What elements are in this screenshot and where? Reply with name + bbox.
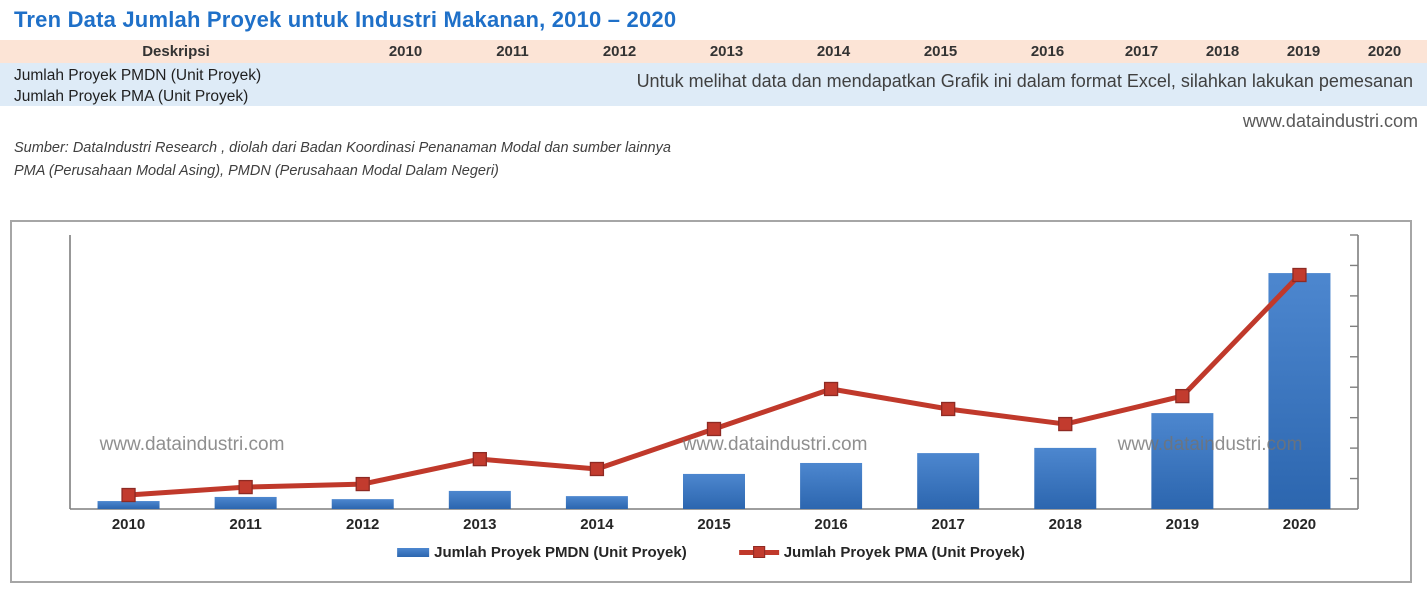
bar-2016 [800,462,863,509]
year-header-2013: 2013 [709,43,744,60]
combo-chart: 2010 2011 2012 2013 2014 2015 2016 2017 2018 2019… [69,234,1359,533]
page-title: Tren Data Jumlah Proyek untuk Industri M… [14,7,677,32]
marker-2019 [1175,388,1190,404]
x-label-2011: 2011 [229,516,262,533]
marker-2016 [823,381,839,397]
marker-2017 [941,401,956,417]
marker-2010 [121,487,136,503]
marker-2018 [1058,416,1073,432]
year-header-2015: 2015 [923,43,958,60]
year-header-2016: 2016 [1030,43,1065,60]
year-header-2018: 2018 [1205,43,1240,60]
legend-item-pmdn: Jumlah Proyek PMDN (Unit Proyek) [397,544,687,561]
chart-container: 2010 2011 2012 2013 2014 2015 2016 2017 2018 2019… [10,220,1412,583]
bar-2019 [1151,413,1214,509]
row-label-pma: Jumlah Proyek PMA (Unit Proyek) [14,88,249,105]
legend-bar-swatch-icon [397,548,430,557]
bar-2010 [97,501,160,509]
year-header-2019: 2019 [1286,43,1321,60]
pma-line [126,272,1302,498]
bar-2014 [565,496,628,509]
legend-label-pmdn: Jumlah Proyek PMDN (Unit Proyek) [434,544,687,561]
source-note: Sumber: DataIndustri Research , diolah d… [14,137,671,183]
x-label-2015: 2015 [697,516,730,533]
source-line-1: Sumber: DataIndustri Research , diolah d… [14,140,671,156]
legend-item-pma: Jumlah Proyek PMA (Unit Proyek) [738,544,1025,561]
marker-2020 [1292,267,1307,283]
table-row-labels: Jumlah Proyek PMDN (Unit Proyek) Jumlah … [14,65,261,107]
bar-2015 [683,473,745,509]
x-label-2014: 2014 [580,516,614,533]
bar-2012 [331,499,394,509]
legend-label-pma: Jumlah Proyek PMA (Unit Proyek) [783,544,1025,561]
x-label-2016: 2016 [814,516,847,533]
chart-legend: Jumlah Proyek PMDN (Unit Proyek) Jumlah … [397,544,1025,561]
row-label-pmdn: Jumlah Proyek PMDN (Unit Proyek) [14,67,262,84]
bar-2018 [1034,447,1097,509]
table-header-description: Deskripsi [142,43,210,60]
table-year-headers: 2010 2011 2012 2013 2014 2015 2016 2017 2018 2019… [352,43,1427,60]
marker-2012 [355,476,370,492]
marker-2014 [589,461,605,477]
x-label-2020: 2020 [1283,516,1316,533]
source-line-2: PMA (Perusahaan Modal Asing), PMDN (Peru… [14,163,499,179]
year-header-2011: 2011 [496,43,529,60]
marker-2011 [238,479,253,495]
bar-2017 [917,453,980,509]
year-header-2010: 2010 [388,43,423,60]
x-label-2010: 2010 [112,516,145,533]
marker-2013 [472,451,487,467]
x-label-2019: 2019 [1166,516,1199,533]
x-label-2012: 2012 [346,516,379,533]
table-data-band: Jumlah Proyek PMDN (Unit Proyek) Jumlah … [0,63,1427,106]
table-header-row: Deskripsi 2010 2011 2012 2013 2014 2015 2016 20… [0,40,1427,63]
legend-line-swatch-icon [738,546,779,559]
year-header-2017: 2017 [1124,43,1159,60]
bar-2013 [448,490,511,509]
order-note: Untuk melihat data dan mendapatkan Grafi… [636,71,1413,91]
x-label-2013: 2013 [463,516,496,533]
x-label-2018: 2018 [1049,516,1082,533]
bar-2011 [214,496,277,509]
year-header-2012: 2012 [602,43,637,60]
website-link[interactable]: www.dataindustri.com [1242,111,1418,131]
x-label-2017: 2017 [931,516,964,533]
year-header-2020: 2020 [1367,43,1402,60]
year-header-2014: 2014 [816,43,851,60]
marker-2015 [706,421,722,437]
bar-2020 [1268,273,1331,509]
